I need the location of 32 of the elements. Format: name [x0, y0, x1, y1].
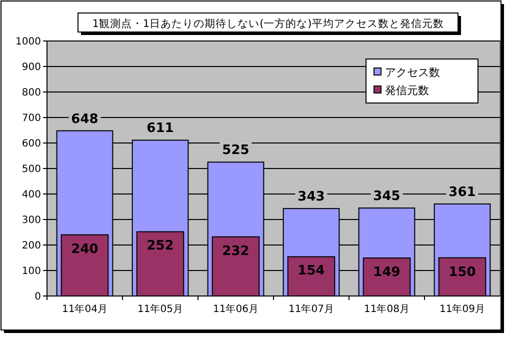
y-tick-label: 100	[22, 266, 41, 277]
legend-label: 発信元数	[385, 84, 429, 97]
chart-title: 1観測点・1日あたりの期待しない(一方的な)平均アクセス数と発信元数	[92, 17, 444, 30]
data-label: 648	[71, 112, 98, 127]
data-label: 154	[298, 264, 325, 279]
data-label: 343	[298, 190, 325, 205]
data-label: 232	[222, 244, 250, 259]
y-tick-label: 900	[22, 62, 41, 73]
data-label: 525	[222, 143, 250, 158]
x-tick-label: 11年07月	[288, 303, 334, 315]
legend-label: アクセス数	[385, 66, 440, 79]
x-tick-label: 11年08月	[364, 303, 410, 315]
y-tick-label: 200	[22, 240, 41, 252]
y-tick-label: 300	[22, 215, 41, 226]
y-tick-label: 400	[22, 190, 41, 200]
data-label: 240	[71, 242, 98, 257]
y-tick-label: 0	[34, 292, 41, 302]
y-tick-label: 1000	[16, 36, 41, 48]
x-tick-label: 11年04月	[62, 303, 108, 315]
y-tick-label: 600	[22, 138, 41, 150]
data-label: 150	[448, 264, 476, 280]
data-label: 611	[146, 121, 174, 136]
y-tick-label: 800	[22, 88, 41, 98]
data-label: 252	[146, 238, 174, 254]
y-tick-label: 500	[22, 164, 41, 175]
data-label: 361	[448, 184, 476, 200]
x-tick-label: 11年09月	[440, 303, 485, 315]
data-label: 345	[373, 189, 400, 204]
x-tick-label: 11年05月	[138, 303, 183, 315]
x-tick-label: 11年06月	[213, 303, 258, 315]
data-label: 149	[373, 265, 400, 280]
y-tick-label: 700	[22, 113, 41, 124]
